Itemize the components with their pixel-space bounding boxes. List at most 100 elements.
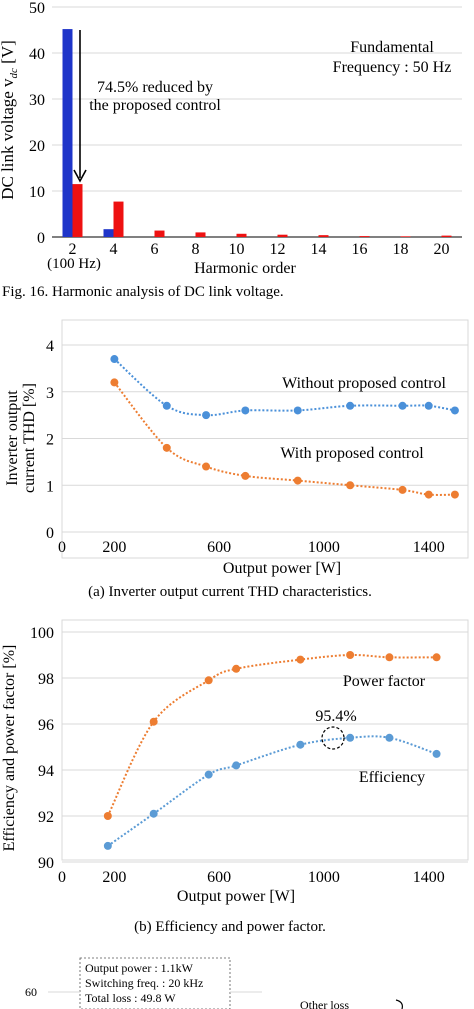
other-loss-bracket (395, 999, 403, 1009)
data-point (162, 443, 171, 452)
bar (154, 230, 165, 237)
data-point (232, 664, 241, 673)
loss-breakdown-chart-partial: Output power : 1.1kW Switching freq. : 2… (25, 957, 403, 1009)
y-tick-label: 0 (37, 230, 45, 247)
data-point (149, 809, 158, 818)
peak-efficiency-label: 95.4% (315, 708, 356, 725)
y-tick-label: 40 (29, 46, 45, 63)
data-point (385, 653, 394, 662)
x-tick-label: 200 (102, 539, 126, 556)
bar (103, 229, 114, 237)
x-tick-label: 1000 (308, 539, 340, 556)
data-point (103, 841, 112, 850)
info-box (79, 957, 231, 1009)
data-point (202, 411, 211, 420)
data-point (204, 770, 213, 779)
y-tick-label: 3 (46, 385, 54, 402)
data-point (450, 406, 459, 415)
y-tick-label: 90 (38, 855, 54, 872)
y-axis-label: Efficiency and power factor [%] (1, 645, 18, 852)
x-tick-label: 4 (110, 241, 118, 258)
x-tick-label: 2 (69, 241, 77, 258)
y-tick-label: 100 (30, 625, 54, 642)
bar (277, 234, 288, 237)
y-tick-label: 1 (46, 478, 54, 495)
info-line-total-loss: Total loss : 49.8 W (85, 991, 176, 1005)
series-label-power-factor: Power factor (343, 673, 426, 690)
y-tick-label: 96 (38, 717, 54, 734)
info-line-output-power: Output power : 1.1kW (85, 961, 194, 975)
data-point (232, 761, 241, 770)
y-tick-label: 20 (29, 138, 45, 155)
bar (195, 232, 206, 237)
y-tick-label-60: 60 (25, 985, 37, 999)
x-tick-label: 600 (207, 869, 231, 886)
x-tick-label: 10 (229, 241, 245, 258)
x-tick-sublabel: (100 Hz) (47, 256, 101, 272)
x-tick-label: 18 (393, 241, 409, 258)
data-point (241, 406, 250, 415)
y-tick-label: 94 (38, 763, 54, 780)
y-tick-label: 98 (38, 671, 54, 688)
data-point (346, 401, 355, 410)
reduction-annotation-line1: 74.5% reduced by (97, 79, 213, 96)
data-point (398, 485, 407, 494)
series-label-efficiency: Efficiency (359, 769, 425, 786)
y-tick-label: 2 (46, 432, 54, 449)
x-tick-label: 0 (58, 539, 66, 556)
x-tick-label: 16 (352, 241, 368, 258)
bar (318, 235, 329, 237)
data-point (432, 749, 441, 758)
reduction-arrowhead (73, 169, 87, 183)
figure-b-caption: (b) Efficiency and power factor. (134, 919, 326, 935)
x-tick-label: 200 (102, 869, 126, 886)
data-point (293, 476, 302, 485)
data-point (162, 401, 171, 410)
data-point (398, 401, 407, 410)
y-tick-label: 10 (29, 184, 45, 201)
bar (72, 184, 83, 237)
data-point (110, 355, 119, 364)
data-point (346, 651, 355, 659)
data-point (110, 378, 119, 387)
data-point (149, 717, 158, 726)
frequency-annotation-line1: Fundamental (350, 39, 434, 56)
bar (441, 235, 452, 237)
x-tick-label: 1000 (308, 869, 340, 886)
x-tick-label: 12 (270, 241, 286, 258)
data-point (424, 490, 433, 499)
data-point (385, 733, 394, 742)
bar (359, 236, 370, 237)
figure-a-caption: (a) Inverter output current THD characte… (88, 584, 372, 600)
info-line-switching-freq: Switching freq. : 20 kHz (85, 976, 203, 990)
x-tick-label: 20 (434, 241, 450, 258)
y-tick-label: 30 (29, 92, 45, 109)
y-tick-label: 4 (46, 338, 54, 355)
reduction-annotation-line2: the proposed control (89, 97, 221, 114)
data-point (103, 812, 112, 820)
data-point (296, 655, 305, 664)
harmonic-bar-chart: 0 10 20 30 40 50 2 4 6 8 10 12 14 16 18 20 DC link vol… (0, 0, 462, 277)
efficiency-power-factor-chart: 90 92 94 96 98 100 0 200 600 1000 1400 Efficiency… (1, 619, 469, 905)
chart-frame (61, 619, 469, 861)
y-tick-label: 92 (38, 809, 54, 826)
data-point (424, 401, 433, 410)
bar (62, 29, 73, 237)
series-label-with: With proposed control (280, 445, 424, 462)
bar (236, 233, 247, 237)
y-axis-label-line2: current THD [%] (21, 383, 38, 493)
x-tick-label: 1400 (413, 539, 445, 556)
y-tick-label: 0 (46, 525, 54, 542)
thd-scatter-chart: 0 1 2 3 4 0 200 600 1000 1400 Inverter output cu… (4, 319, 469, 577)
y-tick-label: 50 (29, 0, 45, 17)
peak-efficiency-circle (321, 726, 345, 750)
data-point (346, 733, 355, 742)
data-point (202, 462, 211, 471)
x-axis-label: Output power [W] (177, 888, 295, 905)
x-axis-label: Harmonic order (194, 260, 296, 277)
trend-line (107, 735, 437, 847)
x-tick-label: 1400 (413, 869, 445, 886)
y-axis-label: DC link voltage vdc [V] (0, 40, 20, 200)
data-point (296, 740, 305, 749)
